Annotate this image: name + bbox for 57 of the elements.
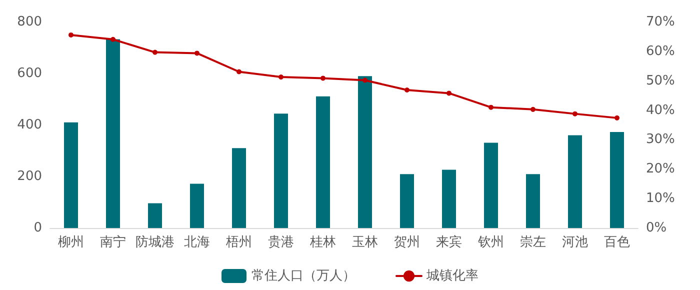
x-tick-label: 桂林 [309,235,336,250]
point [236,69,242,74]
point [488,104,494,110]
bar [526,174,540,228]
x-tick-label: 贺州 [394,235,420,250]
y2-tick-label: 20% [646,162,675,177]
point [362,78,368,83]
bar [316,96,330,228]
point [194,50,200,56]
y2-tick-label: 60% [646,44,675,59]
bar [274,114,288,228]
point [446,90,452,96]
y-tick-label: 600 [17,66,42,81]
y-tick-label: 0 [34,220,42,236]
y-tick-label: 200 [17,169,42,184]
x-tick-label: 崇左 [520,235,546,250]
y2-tick-label: 0% [646,220,667,236]
bar [106,39,120,228]
point [68,32,74,38]
bar [610,132,624,228]
x-tick-label: 玉林 [352,235,378,250]
y2-tick-label: 40% [646,102,675,118]
bar [148,203,162,228]
x-tick-label: 柳州 [58,235,84,250]
x-tick-label: 河池 [562,235,588,250]
y-tick-label: 800 [17,14,42,30]
x-tick-label: 来宾 [436,234,462,250]
point [152,50,158,55]
x-tick-label: 防城港 [136,235,174,250]
x-tick-label: 百色 [604,235,630,250]
x-tick-label: 梧州 [225,235,252,250]
bar [64,122,78,228]
x-tick-label: 南宁 [100,234,126,250]
point [320,76,326,81]
point [530,106,536,112]
point [572,111,578,116]
point [278,74,284,80]
bar [442,170,456,228]
x-tick-label: 北海 [184,235,210,250]
point [110,36,116,42]
y2-tick-label: 10% [646,191,675,206]
bar [484,142,498,228]
point [404,87,410,92]
y-tick-label: 400 [17,118,42,132]
bar [358,76,372,228]
bar [568,135,582,228]
y2-tick-label: 30% [646,132,675,148]
bar [232,148,246,228]
legend-label: 城镇化率 [426,268,478,284]
x-tick-label: 钦州 [477,235,504,250]
bar [190,184,204,228]
bar [400,174,414,228]
legend-label: 常住人口（万人） [252,268,356,284]
x-tick-label: 贵港 [268,235,294,250]
y2-tick-label: 70% [646,14,675,30]
y2-tick-label: 50% [646,73,675,88]
point [614,115,620,120]
